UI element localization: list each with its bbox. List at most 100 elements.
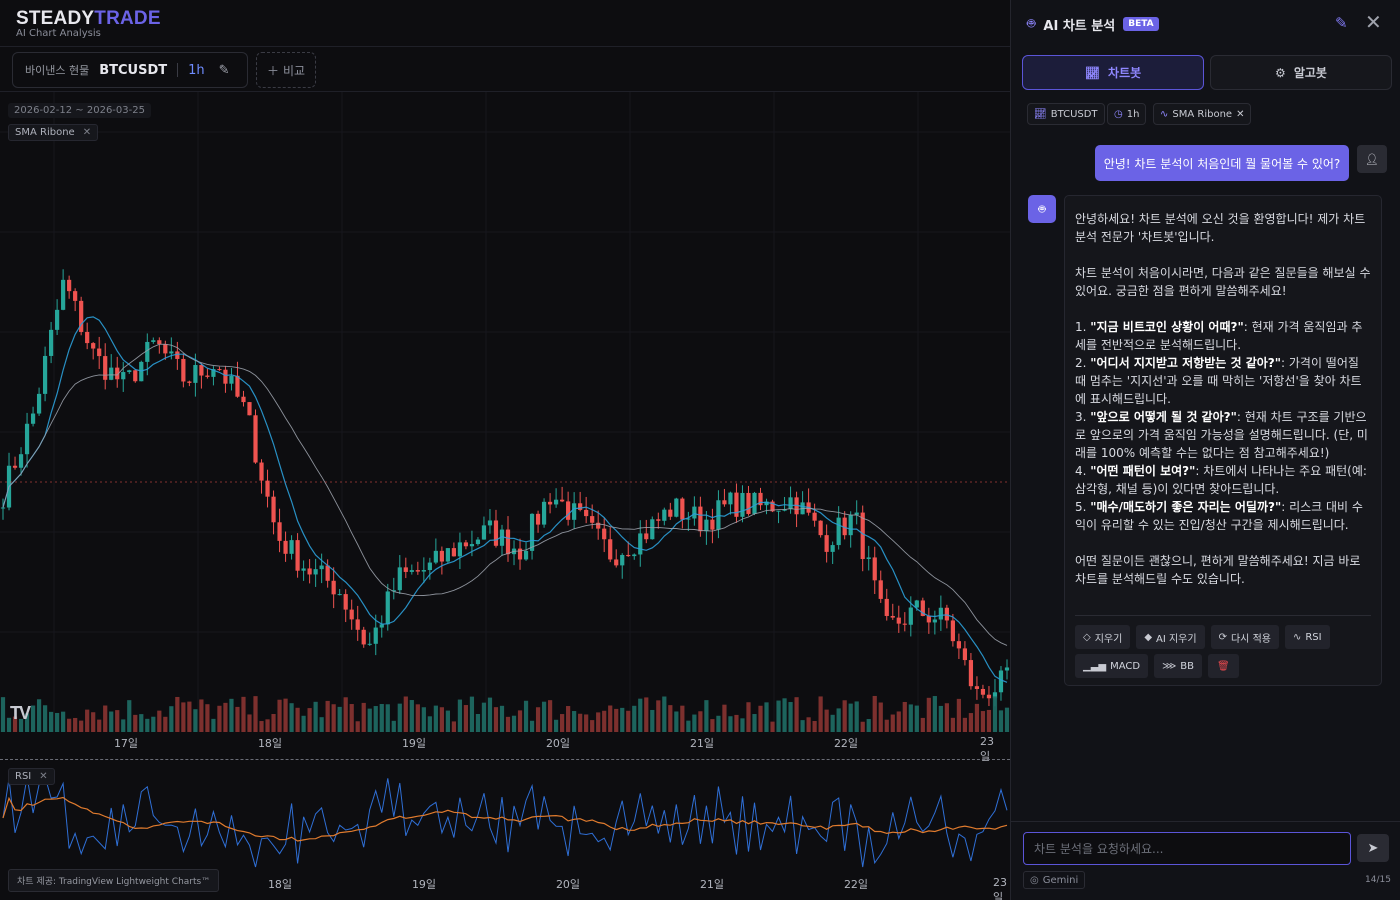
candle bbox=[247, 402, 252, 416]
volume-bar bbox=[415, 704, 420, 732]
context-chip-indicator[interactable]: ∿ SMA Ribone ✕ bbox=[1153, 103, 1252, 125]
candle bbox=[716, 490, 721, 539]
candle bbox=[926, 607, 931, 634]
volume-bar bbox=[710, 719, 715, 732]
volume-bar bbox=[169, 706, 174, 732]
candle bbox=[974, 676, 980, 700]
pen-icon[interactable]: ✎ bbox=[1335, 14, 1348, 32]
candle bbox=[283, 531, 288, 562]
close-icon[interactable]: ✕ bbox=[82, 127, 92, 138]
volume-bar bbox=[235, 706, 240, 732]
volume-bar bbox=[199, 699, 204, 732]
close-icon[interactable]: ✕ bbox=[39, 771, 48, 782]
compare-button[interactable]: ＋ 비교 bbox=[256, 52, 316, 88]
volume-bar bbox=[433, 705, 438, 732]
bb-button[interactable]: ⋙ BB bbox=[1154, 654, 1203, 678]
edit-icon[interactable]: ✎ bbox=[218, 62, 230, 78]
context-chip-timeframe[interactable]: ◷ 1h bbox=[1107, 103, 1147, 125]
volume-bar bbox=[457, 699, 463, 732]
context-chip-symbol[interactable]: 📈︎ BTCUSDT bbox=[1027, 103, 1105, 125]
volume-bar bbox=[427, 716, 432, 732]
timeframe-label[interactable]: 1h bbox=[188, 62, 205, 78]
sma-indicator-tag[interactable]: SMA Ribone ✕ bbox=[8, 124, 99, 141]
volume-bar bbox=[487, 697, 493, 732]
refresh-icon: ⟳ bbox=[1218, 631, 1227, 643]
candle bbox=[746, 485, 751, 516]
context-indicator: SMA Ribone bbox=[1172, 108, 1233, 120]
volume-bar bbox=[529, 720, 535, 732]
candle bbox=[499, 524, 505, 556]
volume-bar bbox=[24, 713, 30, 732]
volume-bar bbox=[872, 695, 877, 732]
exchange-label: 바이낸스 현물 bbox=[25, 64, 90, 77]
symbol-selector[interactable]: 바이낸스 현물 BTCUSDT 1h ✎ bbox=[12, 52, 248, 88]
candle bbox=[523, 542, 529, 561]
close-panel-icon[interactable]: ✕ bbox=[1365, 10, 1382, 34]
candle bbox=[343, 589, 348, 623]
brand-logo-part2: TRADE bbox=[94, 8, 161, 29]
volume-bar bbox=[800, 720, 805, 732]
volume-bar bbox=[85, 709, 90, 732]
volume-bar bbox=[151, 716, 156, 732]
candle bbox=[97, 336, 102, 369]
volume-bar bbox=[265, 719, 270, 732]
model-selector[interactable]: ◎ Gemini bbox=[1023, 871, 1086, 889]
candle bbox=[415, 561, 420, 575]
rsi-indicator-tag[interactable]: RSI ✕ bbox=[8, 768, 55, 785]
send-button[interactable]: ➤ bbox=[1357, 834, 1389, 862]
chart-area: STEADYTRADE AI Chart Analysis 바이낸스 현물 BT… bbox=[0, 8, 1010, 900]
chat-input[interactable] bbox=[1023, 832, 1351, 865]
bot-message-text: 안녕하세요! 차트 분석에 오신 것을 환영합니다! 제가 차트 분석 전문가 … bbox=[1075, 210, 1371, 588]
candle bbox=[872, 546, 877, 595]
volume-bar bbox=[499, 705, 505, 732]
delete-button[interactable]: 🗑︎ bbox=[1208, 654, 1239, 678]
volume-bar bbox=[644, 697, 649, 732]
reapply-button[interactable]: ⟳ 다시 적용 bbox=[1210, 625, 1279, 649]
x-tick-label: 18일 bbox=[257, 737, 283, 750]
volume-bar bbox=[674, 711, 679, 732]
volume-bar bbox=[379, 704, 384, 732]
candle bbox=[433, 538, 438, 565]
candle bbox=[48, 321, 54, 364]
candle bbox=[361, 626, 366, 648]
clear-button[interactable]: ◇ 지우기 bbox=[1075, 625, 1131, 649]
eraser-icon: ◆ bbox=[1144, 631, 1153, 643]
brand-logo-part1: STEADY bbox=[16, 8, 95, 29]
candle bbox=[878, 570, 883, 603]
volume-bar bbox=[61, 711, 66, 732]
rsi-chart[interactable] bbox=[0, 762, 1010, 874]
volume-bar bbox=[818, 696, 823, 732]
volume-bar bbox=[367, 708, 372, 732]
candle bbox=[229, 367, 234, 391]
candle bbox=[36, 387, 42, 416]
send-icon: ➤ bbox=[1367, 840, 1379, 856]
beta-badge: BETA bbox=[1123, 17, 1159, 31]
volume-bar bbox=[968, 713, 974, 732]
candle bbox=[626, 541, 631, 557]
candle bbox=[1004, 659, 1010, 680]
plus-icon: ＋ bbox=[266, 63, 279, 78]
price-chart[interactable] bbox=[0, 92, 1010, 732]
tab-chartbot[interactable]: 📈︎ 차트봇 bbox=[1022, 55, 1204, 90]
context-timeframe: 1h bbox=[1126, 108, 1140, 120]
volume-bar bbox=[638, 698, 643, 732]
ai-clear-button[interactable]: ◆ AI 지우기 bbox=[1136, 625, 1205, 649]
volume-bar bbox=[403, 696, 408, 732]
candle bbox=[998, 666, 1004, 701]
x-tick-label: 18일 bbox=[267, 878, 293, 891]
volume-bar bbox=[974, 703, 980, 732]
globe-icon: ◎ bbox=[1030, 874, 1039, 886]
candle bbox=[427, 557, 432, 580]
candle bbox=[517, 538, 523, 570]
candle bbox=[812, 503, 817, 527]
rsi-button[interactable]: ∿ RSI bbox=[1284, 625, 1330, 649]
pane-divider[interactable] bbox=[0, 759, 1010, 760]
rsi-ma-line bbox=[2, 796, 1008, 842]
close-icon[interactable]: ✕ bbox=[1236, 108, 1245, 120]
candle bbox=[103, 343, 108, 390]
macd-button[interactable]: ▁▃▅ MACD bbox=[1075, 654, 1149, 678]
activity-icon: ∿ bbox=[1292, 631, 1302, 643]
bot-intro: 안녕하세요! 차트 분석에 오신 것을 환영합니다! 제가 차트 분석 전문가 … bbox=[1075, 212, 1366, 244]
candle bbox=[223, 365, 228, 393]
tab-algobot[interactable]: ⚙ 알고봇 bbox=[1210, 55, 1392, 90]
